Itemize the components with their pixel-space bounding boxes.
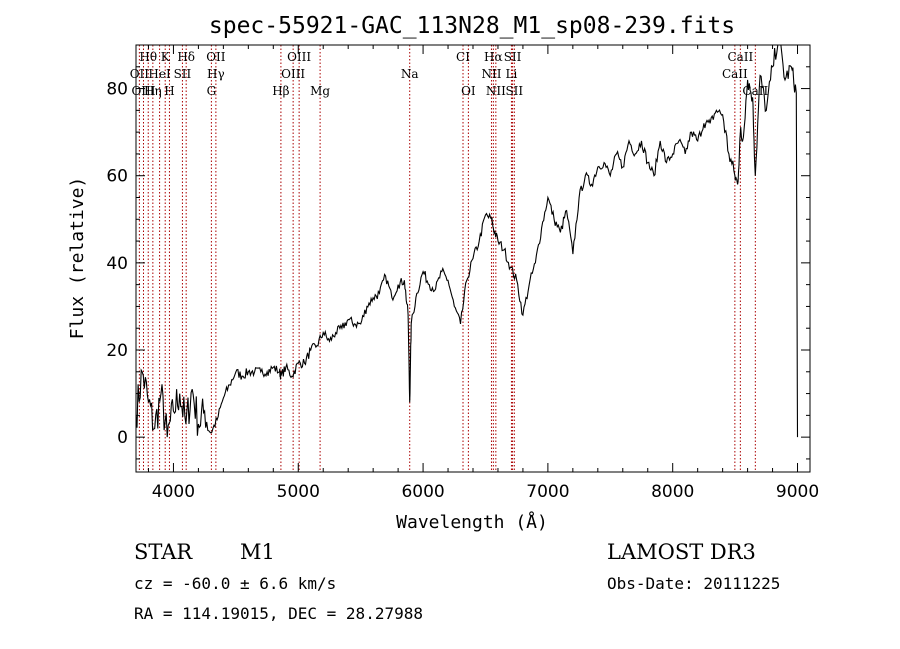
line-label-18: OIII <box>131 84 155 98</box>
line-label-4: OIII <box>287 50 311 64</box>
y-tick-label-60: 60 <box>106 167 128 187</box>
line-label-19: Hη <box>144 84 162 98</box>
y-tick-label-0: 0 <box>117 428 128 448</box>
chart-title: spec-55921-GAC_113N28_M1_sp08-239.fits <box>209 13 735 39</box>
line-label-16: Li <box>506 67 518 81</box>
y-tick-label-80: 80 <box>106 80 128 100</box>
line-label-22: Hβ <box>272 84 289 98</box>
spectral-line-markers <box>138 45 756 472</box>
y-tick-label-20: 20 <box>106 341 128 361</box>
x-tick-label-5000: 5000 <box>277 482 320 502</box>
line-label-1: K <box>161 50 171 64</box>
line-label-25: NII <box>486 84 506 98</box>
line-label-8: CaII <box>727 50 753 64</box>
line-label-13: OIII <box>281 67 305 81</box>
series-flux <box>135 44 799 438</box>
observation-date: Obs-Date: 20111225 <box>607 574 781 593</box>
line-label-26: SII <box>505 84 523 98</box>
line-label-21: G <box>207 84 217 98</box>
line-label-9: OII <box>130 67 150 81</box>
x-tick-label-9000: 9000 <box>776 482 819 502</box>
x-tick-label-7000: 7000 <box>526 482 569 502</box>
object-subclass: M1 <box>240 540 275 564</box>
y-tick-label-40: 40 <box>106 254 128 274</box>
x-tick-label-4000: 4000 <box>152 482 195 502</box>
x-tick-label-8000: 8000 <box>651 482 694 502</box>
coordinates: RA = 114.19015, DEC = 28.27988 <box>134 604 423 623</box>
y-axis-label: Flux (relative) <box>67 177 88 340</box>
line-label-5: CI <box>456 50 470 64</box>
line-label-11: SII <box>174 67 192 81</box>
line-label-10: HeI <box>148 67 171 81</box>
line-label-2: Hδ <box>177 50 195 64</box>
line-label-24: OI <box>461 84 476 98</box>
survey-name: LAMOST DR3 <box>607 540 756 564</box>
line-label-0: Hθ <box>139 50 157 64</box>
redshift-cz: cz = -60.0 ± 6.6 km/s <box>134 574 337 593</box>
x-tick-label-6000: 6000 <box>401 482 444 502</box>
line-label-20: H <box>164 84 174 98</box>
flux-series <box>135 44 799 438</box>
line-label-15: NII <box>481 67 501 81</box>
line-label-7: SII <box>504 50 522 64</box>
x-axis-label: Wavelength (Å) <box>396 511 548 533</box>
line-label-6: Hα <box>484 50 503 64</box>
line-label-3: OII <box>206 50 226 64</box>
line-label-12: Hγ <box>207 67 225 81</box>
line-label-27: CaII <box>742 84 768 98</box>
line-label-23: Mg <box>310 84 330 98</box>
axis-ticks: 4000 5000 6000 7000 8000 9000 0 20 40 60 80 <box>106 45 819 502</box>
line-label-14: Na <box>401 67 419 81</box>
spectrum-plot: spec-55921-GAC_113N28_M1_sp08-239.fits 4… <box>67 13 819 533</box>
line-label-17: CaII <box>722 67 748 81</box>
object-type: STAR <box>134 540 193 564</box>
